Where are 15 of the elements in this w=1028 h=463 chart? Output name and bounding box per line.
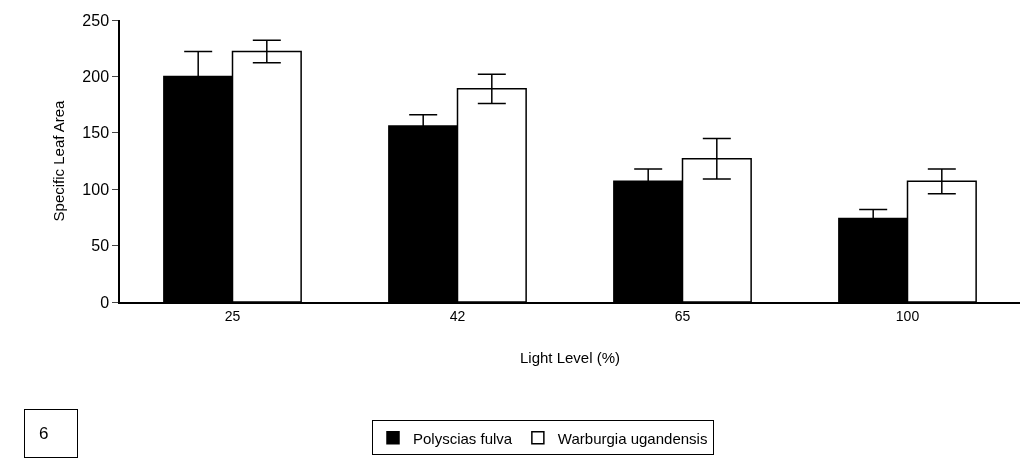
x-tick-label: 100 bbox=[895, 307, 920, 324]
y-tick-label: 50 bbox=[91, 237, 110, 255]
legend-label: Warburgia ugandensis bbox=[557, 429, 708, 447]
y-axis-title: Specific Leaf Area bbox=[50, 99, 68, 222]
y-tick-label: 250 bbox=[82, 11, 110, 29]
x-tick-label: 65 bbox=[674, 307, 691, 324]
legend-label: Polyscias fulva bbox=[413, 429, 513, 447]
y-tick-label: 100 bbox=[82, 180, 110, 198]
x-tick-label: 25 bbox=[224, 307, 241, 324]
y-tick-label: 200 bbox=[82, 68, 110, 85]
x-tick-label: 42 bbox=[449, 307, 466, 324]
y-tick-label: 0 bbox=[100, 293, 110, 311]
y-tick-label: 150 bbox=[82, 124, 110, 142]
x-axis-title: Light Level (%) bbox=[519, 349, 621, 367]
text: 6 bbox=[39, 424, 49, 443]
